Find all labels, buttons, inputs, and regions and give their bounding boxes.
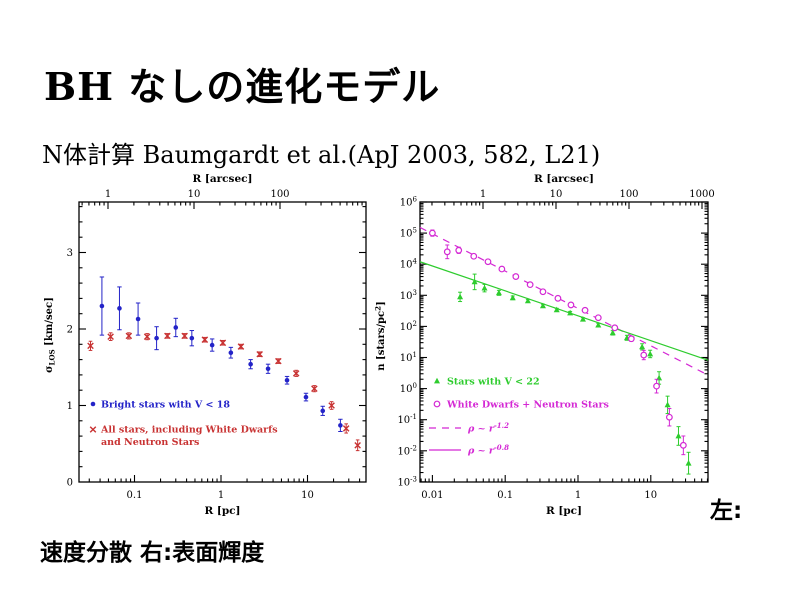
- right-top-tick-label: 1: [480, 189, 486, 200]
- caption-bottom: 速度分散 右:表面輝度: [40, 540, 265, 566]
- right-y-tick-label: 105: [400, 227, 417, 240]
- page-title: BH なしの進化モデル: [44, 64, 441, 109]
- left-legend-entry-2: All stars, including White Dwarfs: [100, 425, 278, 436]
- right-plot-frame: [419, 201, 709, 483]
- right-legend-line-1: ρ ~ r-1.2: [467, 421, 509, 435]
- right-top-tick-label: 1000: [689, 189, 714, 200]
- right-series-1: [429, 229, 687, 456]
- left-legend: Bright stars with V < 18 All stars, inclu…: [89, 400, 278, 448]
- right-y-axis-title: n [stars/pc2]: [374, 301, 388, 370]
- right-top-tick-label: 10: [550, 189, 563, 200]
- left-series-1: [87, 332, 361, 452]
- right-y-tick-label: 103: [400, 289, 417, 302]
- right-legend-entry-2: White Dwarfs + Neutron Stars: [446, 400, 609, 411]
- left-top-axis-title: R [arcsec]: [192, 173, 252, 185]
- slide-subtitle: N体計算 Baumgardt et al.(ApJ 2003, 582, L21…: [42, 141, 601, 169]
- left-x-tick-label: 1: [218, 490, 224, 501]
- right-y-tick-label: 102: [400, 320, 417, 333]
- left-top-tick-label: 1: [105, 189, 111, 200]
- right-y-tick-label: 104: [400, 258, 418, 271]
- left-series-0: [99, 276, 343, 433]
- left-legend-entry-2b: and Neutron Stars: [101, 437, 199, 448]
- right-x-tick-label: 10: [644, 490, 657, 501]
- left-x-tick-label: 0.1: [127, 490, 143, 501]
- left-x-axis-title: R [pc]: [204, 505, 240, 517]
- caption-side-label: 左:: [710, 498, 743, 524]
- right-top-axis-title: R [arcsec]: [534, 173, 594, 185]
- left-y-tick-label: 1: [67, 401, 73, 412]
- left-y-tick-label: 2: [67, 325, 73, 336]
- right-y-tick-label: 10-1: [397, 413, 417, 426]
- right-x-axis-title: R [pc]: [546, 505, 582, 517]
- left-top-tick-label: 10: [188, 189, 201, 200]
- left-y-tick-label: 0: [67, 478, 73, 489]
- left-legend-entry-1: Bright stars with V < 18: [101, 400, 230, 411]
- left-plot-frame: [78, 201, 367, 483]
- right-x-tick-label: 0.1: [497, 490, 513, 501]
- right-legend: Stars with V < 22 White Dwarfs + Neutron …: [429, 377, 609, 457]
- right-y-tick-label: 101: [400, 351, 417, 364]
- right-series-0: [457, 273, 692, 475]
- right-y-tick-label: 100: [400, 382, 417, 395]
- right-legend-line-2: ρ ~ r-0.8: [467, 443, 509, 457]
- right-y-tick-label: 106: [400, 196, 418, 209]
- left-top-tick-label: 100: [270, 189, 289, 200]
- left-y-axis-title: σLOS [km/sec]: [44, 297, 57, 373]
- right-legend-entry-1: Stars with V < 22: [447, 377, 540, 388]
- right-top-tick-label: 100: [619, 189, 638, 200]
- right-x-tick-label: 0.01: [421, 490, 443, 501]
- left-chart-group: 0.1 1 10 1 10 100 0 1 2 3 R [arcsec] R [pc] σLOS [km…: [44, 173, 367, 517]
- right-x-tick-label: 1: [575, 490, 581, 501]
- right-chart-group: 0.01 0.1 1 101 10 100 100010610510410310210110…: [374, 173, 715, 517]
- left-y-tick-label: 3: [67, 248, 73, 259]
- right-y-tick-label: 10-3: [397, 475, 417, 488]
- left-x-tick-label: 10: [301, 490, 314, 501]
- right-y-tick-label: 10-2: [397, 444, 417, 457]
